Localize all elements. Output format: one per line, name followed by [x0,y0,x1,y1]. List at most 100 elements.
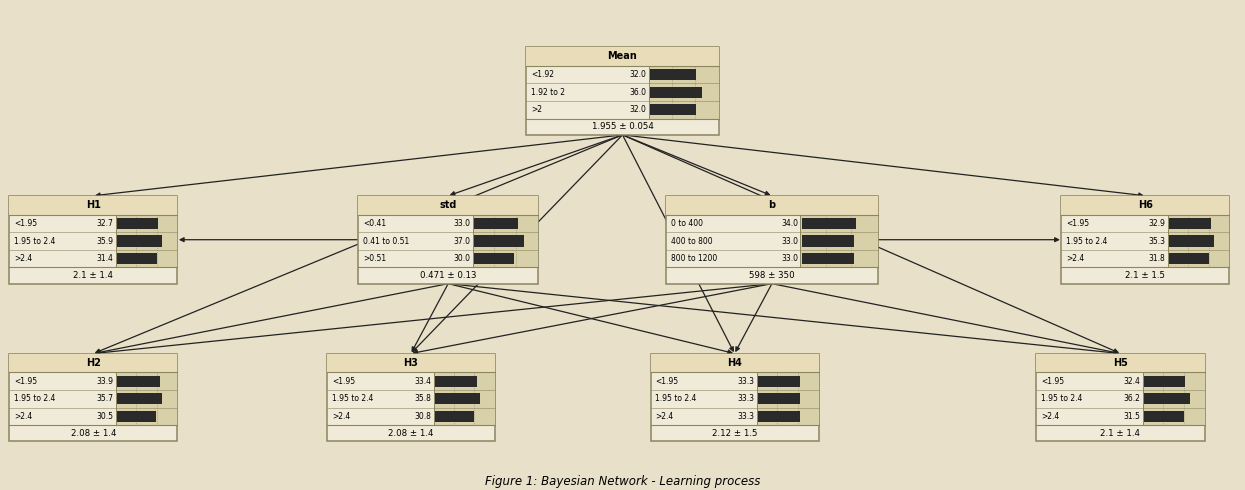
Text: 0 to 400: 0 to 400 [671,219,703,228]
Text: >2.4: >2.4 [1042,412,1059,421]
Bar [474,218,518,229]
Bar [802,218,855,229]
Bar [117,393,162,404]
Text: 37.0: 37.0 [453,237,471,245]
Bar [117,411,156,422]
Bar [650,354,819,372]
Text: H6: H6 [1138,200,1153,210]
Text: 36.0: 36.0 [629,88,646,97]
Text: 32.9: 32.9 [1149,219,1165,228]
Text: <1.95: <1.95 [1042,377,1064,386]
Bar [802,253,854,264]
Bar [1169,218,1210,229]
Bar [326,354,496,441]
Text: 1.95 to 2.4: 1.95 to 2.4 [1042,394,1083,403]
Bar [116,372,178,425]
Bar [116,215,178,268]
Text: 2.1 ± 1.4: 2.1 ± 1.4 [73,271,113,280]
Text: 32.0: 32.0 [629,105,646,114]
Text: 31.8: 31.8 [1149,254,1165,263]
Bar [1144,376,1185,387]
Bar [650,69,696,80]
Bar [525,47,720,135]
Text: H4: H4 [727,358,742,368]
Bar [649,66,720,119]
Bar [435,393,479,404]
Bar [326,354,496,372]
Bar [758,411,801,422]
Text: 31.4: 31.4 [97,254,113,263]
Text: 1.95 to 2.4: 1.95 to 2.4 [331,394,374,403]
Text: >2.4: >2.4 [14,254,32,263]
Text: 30.8: 30.8 [415,412,431,421]
Text: 2.1 ± 1.4: 2.1 ± 1.4 [1101,429,1140,438]
Text: >2: >2 [530,105,542,114]
Bar [359,196,539,215]
Text: 30.5: 30.5 [97,412,113,421]
Text: <1.95: <1.95 [14,377,37,386]
Bar [1061,196,1230,215]
Text: 35.3: 35.3 [1149,237,1165,245]
Text: H2: H2 [86,358,101,368]
Bar [1144,393,1190,404]
Text: >0.51: >0.51 [364,254,386,263]
Text: H1: H1 [86,200,101,210]
Bar [474,253,514,264]
Text: 32.4: 32.4 [1124,377,1140,386]
Text: 33.9: 33.9 [97,377,113,386]
Bar [802,235,854,246]
Bar [435,376,477,387]
Text: <1.92: <1.92 [530,70,554,79]
Text: >2.4: >2.4 [1066,254,1084,263]
Text: 36.2: 36.2 [1124,394,1140,403]
Bar [117,235,162,246]
Text: 2.1 ± 1.5: 2.1 ± 1.5 [1125,271,1165,280]
Bar [9,354,178,372]
Bar [1037,354,1205,372]
Text: 0.471 ± 0.13: 0.471 ± 0.13 [420,271,477,280]
Text: 33.3: 33.3 [738,394,754,403]
Text: <1.95: <1.95 [14,219,37,228]
Bar [9,196,178,284]
Text: 32.7: 32.7 [97,219,113,228]
Bar [1061,196,1230,284]
Bar [435,411,473,422]
Text: 33.3: 33.3 [738,377,754,386]
Bar [758,393,801,404]
Bar [1144,411,1184,422]
Text: Figure 1: Bayesian Network - Learning process: Figure 1: Bayesian Network - Learning pr… [484,474,761,488]
Text: std: std [439,200,457,210]
Text: 32.0: 32.0 [629,70,646,79]
Bar [473,215,538,268]
Text: >2.4: >2.4 [14,412,32,421]
Text: b: b [768,200,776,210]
Bar [650,104,696,116]
Bar [117,253,157,264]
Bar [650,354,819,441]
Text: 1.92 to 2: 1.92 to 2 [530,88,565,97]
Bar [9,354,178,441]
Bar [433,372,496,425]
Bar [117,376,159,387]
Bar [474,235,524,246]
Bar [1169,235,1214,246]
Text: 35.9: 35.9 [97,237,113,245]
Text: 30.0: 30.0 [453,254,471,263]
Bar [758,376,801,387]
Text: 33.3: 33.3 [738,412,754,421]
Text: <1.95: <1.95 [655,377,679,386]
Bar [801,215,878,268]
Text: 1.955 ± 0.054: 1.955 ± 0.054 [591,122,654,131]
Text: 2.08 ± 1.4: 2.08 ± 1.4 [388,429,433,438]
Text: 33.0: 33.0 [453,219,471,228]
Text: 0.41 to 0.51: 0.41 to 0.51 [364,237,410,245]
Text: H5: H5 [1113,358,1128,368]
Text: <1.95: <1.95 [1066,219,1089,228]
Text: 400 to 800: 400 to 800 [671,237,712,245]
Text: 800 to 1200: 800 to 1200 [671,254,717,263]
Bar [1169,253,1209,264]
Text: 35.8: 35.8 [415,394,431,403]
Text: 2.12 ± 1.5: 2.12 ± 1.5 [712,429,757,438]
Text: H3: H3 [403,358,418,368]
Bar [666,196,878,215]
